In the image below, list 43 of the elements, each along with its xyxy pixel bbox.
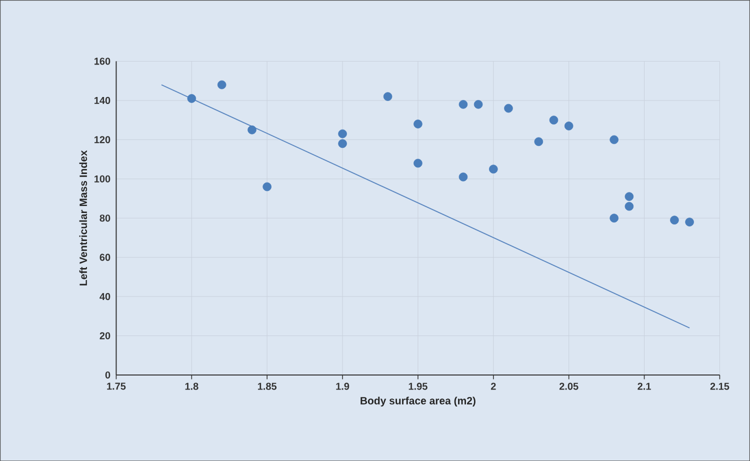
- y-tick-label: 80: [100, 214, 110, 222]
- y-tick-label: 0: [105, 371, 110, 378]
- point: [383, 92, 392, 101]
- y-tick-label: 160: [94, 58, 110, 65]
- y-tick-label: 20: [100, 332, 110, 340]
- y-tick-label: 100: [94, 175, 110, 182]
- x-axis-title: Body surface area (m2): [360, 396, 476, 406]
- y-tick-label: 120: [94, 136, 110, 144]
- point: [262, 182, 272, 192]
- x-tick-label: 2.05: [559, 382, 578, 390]
- x-tick-label: 1.85: [258, 382, 277, 390]
- point: [549, 116, 558, 124]
- point: [670, 216, 679, 224]
- point: [610, 135, 618, 144]
- point: [458, 172, 468, 182]
- x-tick-label: 2.15: [710, 382, 730, 390]
- point: [624, 192, 634, 201]
- point: [414, 119, 422, 128]
- x-tick-label: 1.95: [408, 382, 428, 390]
- y-tick-label: 40: [100, 292, 110, 300]
- point: [489, 164, 498, 174]
- x-tick-label: 1.9: [336, 382, 350, 390]
- point: [187, 94, 196, 103]
- y-tick-label: 140: [94, 96, 110, 104]
- point: [248, 125, 256, 134]
- x-tick-label: 1.75: [107, 382, 126, 390]
- point: [458, 100, 468, 109]
- point: [564, 121, 574, 130]
- point: [414, 158, 422, 168]
- y-axis-title: Left Ventricular Mass Index: [79, 150, 88, 286]
- x-tick-label: 1.8: [185, 382, 198, 390]
- y-tick-label: 60: [100, 254, 110, 261]
- point: [685, 218, 694, 226]
- point: [217, 80, 226, 90]
- point: [610, 214, 618, 222]
- point: [534, 137, 544, 146]
- point: [338, 129, 347, 138]
- x-tick-label: 2.1: [638, 382, 651, 390]
- point: [624, 202, 634, 211]
- x-tick-label: 2: [490, 382, 496, 390]
- point: [474, 100, 483, 109]
- point: [504, 104, 513, 113]
- point: [338, 139, 347, 148]
